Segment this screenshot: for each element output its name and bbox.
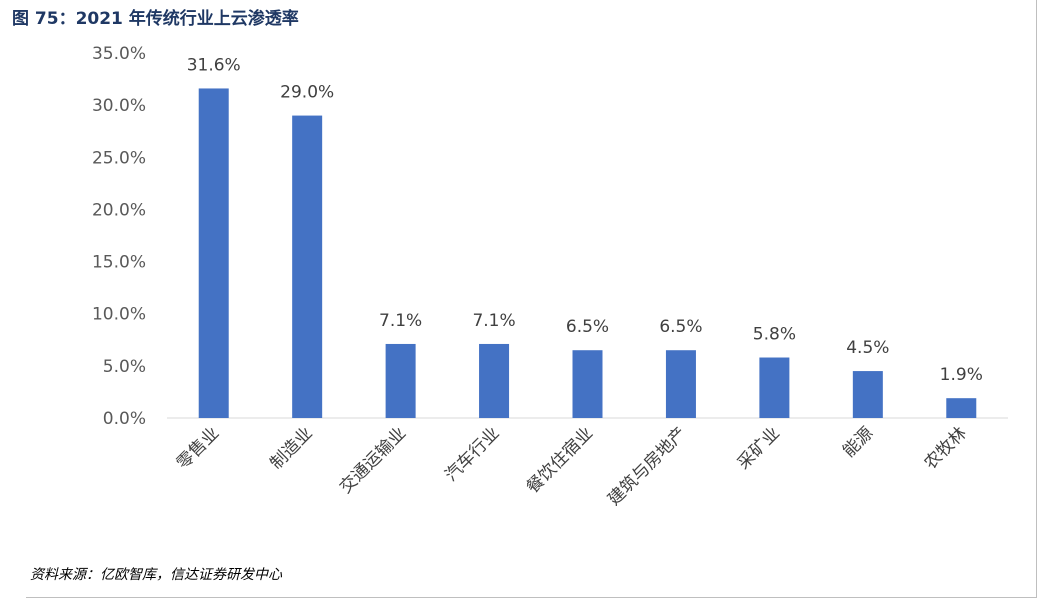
y-tick-label: 0.0% [103,409,146,429]
y-tick-label: 5.0% [103,357,146,377]
y-tick-label: 10.0% [92,305,146,325]
bar [852,371,883,418]
y-tick-label: 35.0% [92,44,146,64]
data-label: 7.1% [379,311,422,331]
category-label: 能源 [839,423,877,461]
y-tick-label: 30.0% [92,96,146,116]
category-label: 农牧林 [921,423,971,473]
bar [572,350,603,418]
y-axis-ticks: 0.0% 5.0% 10.0% 15.0% 20.0% 25.0% 30.0% 35.0% [92,44,146,429]
data-label: 5.8% [753,325,796,345]
category-label: 交通运输业 [336,423,410,497]
category-label: 餐饮住宿业 [523,423,597,497]
data-label: 6.5% [659,317,702,337]
data-label: 6.5% [566,317,609,337]
y-tick-label: 25.0% [92,148,146,168]
data-label: 7.1% [472,311,515,331]
y-tick-label: 15.0% [92,253,146,273]
data-label: 31.6% [187,55,241,75]
category-label: 采矿业 [734,423,784,473]
data-labels: 31.6% 29.0% 7.1% 7.1% 6.5% 6.5% 5.8% 4.5% 1.9% [187,55,983,385]
figure-border [26,0,1037,598]
data-label: 4.5% [846,338,889,358]
bar [198,88,229,418]
bar [946,398,977,418]
figure-title: 图 75：2021 年传统行业上云渗透率 [12,9,299,29]
bar [479,343,510,418]
category-label: 建筑与房地产 [604,423,690,509]
category-label: 制造业 [266,423,316,473]
bars [198,88,977,419]
bar [665,350,696,418]
category-label: 零售业 [173,423,223,473]
bar [292,115,323,419]
data-label: 1.9% [940,365,983,385]
y-tick-label: 20.0% [92,200,146,220]
bar [759,357,790,418]
source-note: 资料来源：亿欧智库，信达证券研发中心 [30,567,282,583]
bar [385,343,416,418]
category-label: 汽车行业 [441,423,503,485]
category-labels: 零售业 制造业 交通运输业 汽车行业 餐饮住宿业 建筑与房地产 采矿业 能源 农牧林 [173,423,971,509]
data-label: 29.0% [280,83,334,103]
